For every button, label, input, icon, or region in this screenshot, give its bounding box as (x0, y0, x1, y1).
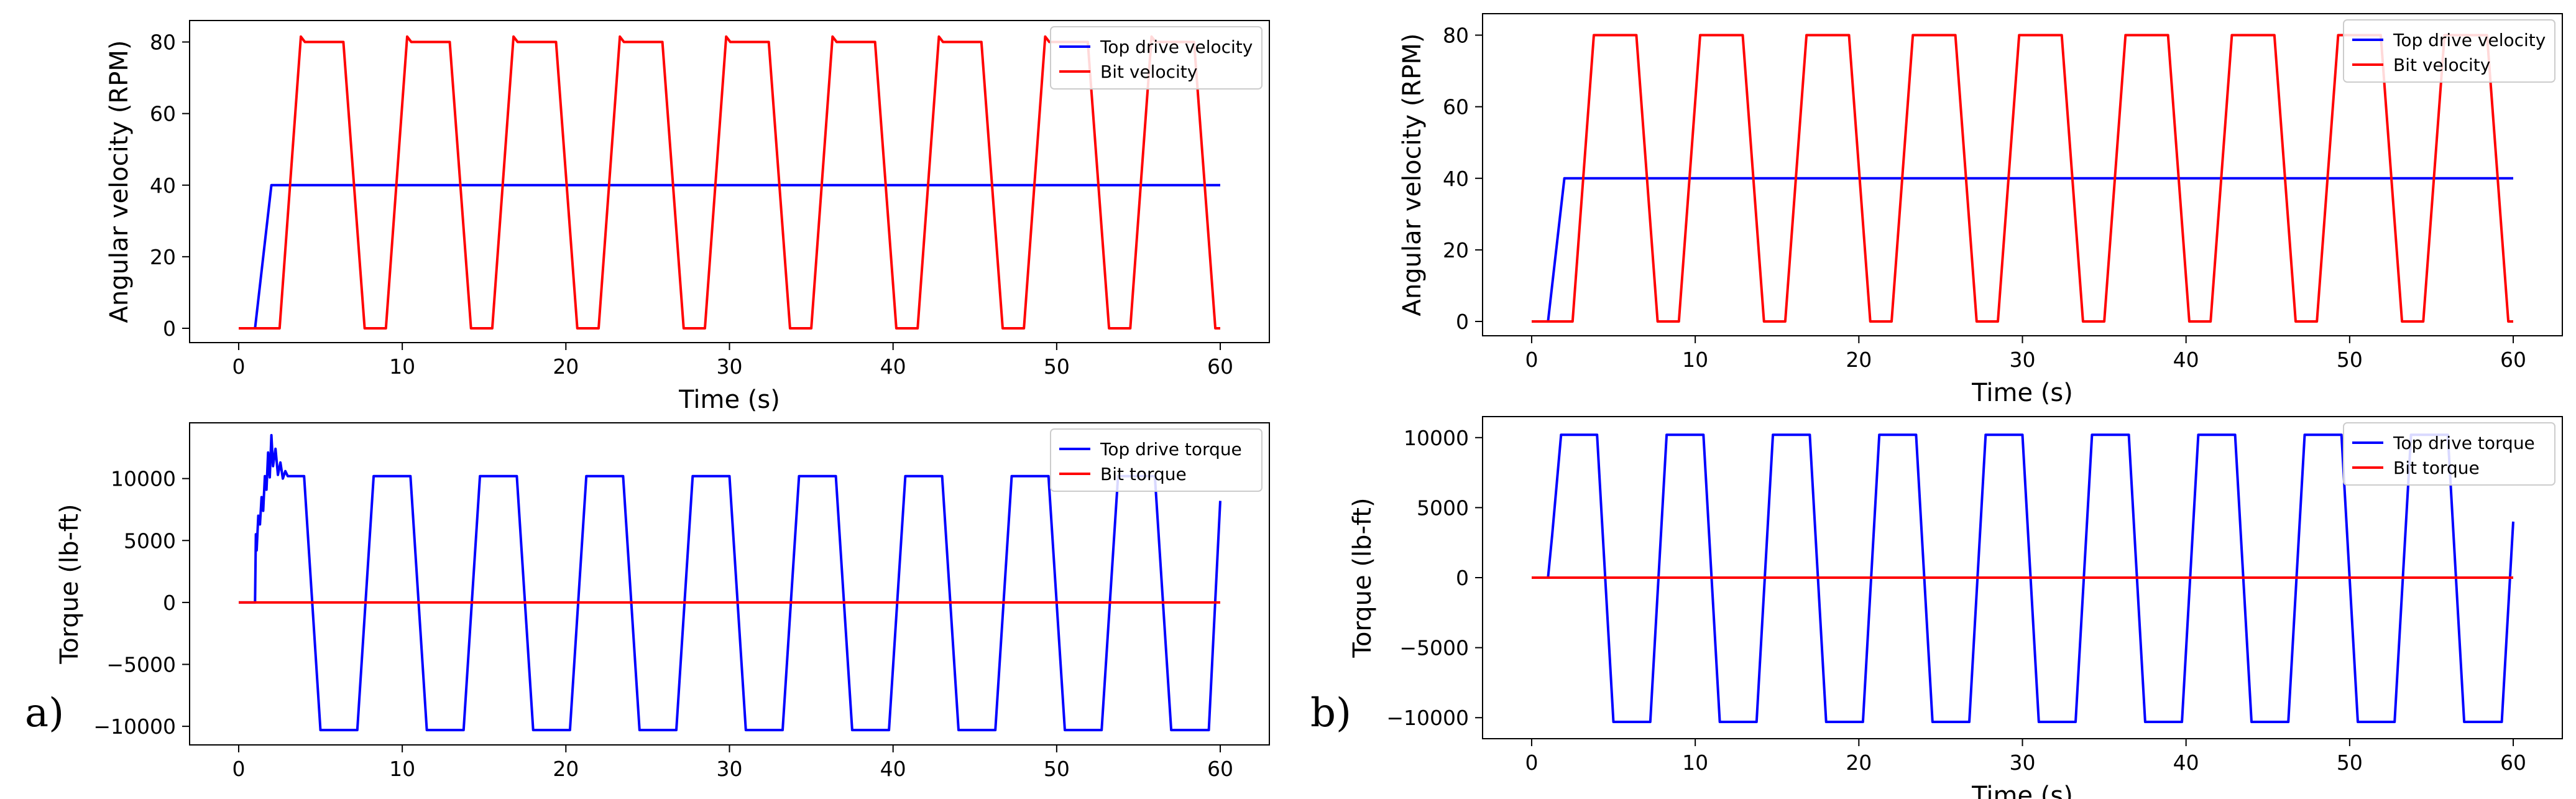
legend-entry: Bit torque (2393, 458, 2480, 478)
x-tick-label: 0 (232, 757, 245, 781)
legend: Top drive torque Bit torque (1050, 428, 1263, 492)
x-tick-label: 20 (1846, 751, 1872, 775)
legend-entry: Top drive torque (1100, 439, 1242, 460)
x-tick-label: 10 (389, 354, 415, 379)
y-tick-label: 0 (1456, 310, 1469, 334)
y-tick-label: −10000 (93, 714, 176, 739)
legend-entry: Top drive velocity (2393, 30, 2546, 50)
legend-entry: Top drive velocity (1100, 37, 1253, 57)
legend: Top drive velocity Bit velocity (2343, 19, 2555, 83)
legend-entry: Bit velocity (1100, 62, 1197, 82)
x-tick-label: 30 (2010, 751, 2036, 775)
chart-a-torque: 0 10 20 30 40 50 60 −10000 −5000 0 5000 10000 Torque… (55, 422, 1270, 781)
x-tick-label: 40 (2173, 348, 2199, 372)
y-tick-label: 40 (150, 173, 176, 198)
series-line-top-drive-velocity (239, 183, 1220, 330)
x-tick-label: 0 (232, 354, 245, 379)
legend-box (1050, 26, 1263, 90)
y-tick-label: 20 (150, 245, 176, 269)
y-tick-label: 5000 (1417, 496, 1469, 520)
chart-b-velocity: 0 10 20 30 40 50 60 0 20 40 60 80 Time (s) Angular ve… (1398, 13, 2563, 407)
y-tick-label: 0 (163, 316, 176, 341)
y-tick-label: 60 (1443, 95, 1469, 119)
x-tick-label: 30 (717, 757, 743, 781)
x-axis-label: Time (s) (1971, 782, 2073, 799)
legend-entry: Top drive torque (2393, 433, 2535, 453)
x-tick-label: 60 (1207, 354, 1233, 379)
y-tick-label: 5000 (124, 529, 176, 553)
x-tick-label: 60 (2500, 751, 2526, 775)
x-tick-label: 60 (2500, 348, 2526, 372)
x-tick-label: 30 (717, 354, 743, 379)
y-tick-label: −5000 (106, 653, 176, 677)
y-axis-label: Torque (lb-ft) (55, 504, 84, 664)
x-tick-label: 40 (880, 757, 906, 781)
y-tick-label: 80 (150, 30, 176, 55)
y-axis-label: Angular velocity (RPM) (105, 40, 134, 323)
x-tick-label: 50 (2337, 751, 2363, 775)
legend: Top drive velocity Bit velocity (1050, 26, 1263, 90)
x-tick-label: 50 (1044, 757, 1070, 781)
y-tick-label: 0 (163, 591, 176, 615)
x-tick-label: 0 (1525, 348, 1538, 372)
legend: Top drive torque Bit torque (2343, 422, 2555, 486)
legend-box (2343, 422, 2555, 486)
panel-label-b: b) (1310, 690, 1351, 736)
x-tick-label: 20 (553, 757, 579, 781)
y-tick-label: 10000 (1404, 426, 1469, 450)
y-tick-label: 0 (1456, 566, 1469, 590)
x-tick-label: 0 (1525, 751, 1538, 775)
x-tick-label: 30 (2010, 348, 2036, 372)
y-axis-label: Angular velocity (RPM) (1398, 34, 1427, 316)
x-tick-label: 60 (1207, 757, 1233, 781)
x-tick-label: 40 (2173, 751, 2199, 775)
series-line-top-drive-velocity (1532, 177, 2513, 323)
y-tick-label: −10000 (1386, 706, 1469, 730)
x-axis-label: Time (s) (678, 386, 780, 414)
y-axis-label: Torque (lb-ft) (1348, 497, 1377, 658)
legend-box (2343, 19, 2555, 83)
legend-box (1050, 428, 1263, 492)
x-tick-label: 20 (553, 354, 579, 379)
y-tick-label: −5000 (1399, 636, 1469, 660)
x-tick-label: 20 (1846, 348, 1872, 372)
x-tick-label: 50 (2337, 348, 2363, 372)
legend-entry: Bit velocity (2393, 55, 2490, 75)
x-axis-label: Time (s) (1971, 379, 2073, 407)
legend-entry: Bit torque (1100, 464, 1187, 484)
x-tick-label: 10 (1682, 348, 1708, 372)
x-tick-label: 40 (880, 354, 906, 379)
series-line-top-drive-torque (239, 433, 1221, 732)
y-tick-label: 80 (1443, 24, 1469, 48)
y-tick-label: 20 (1443, 238, 1469, 262)
y-tick-label: 60 (150, 102, 176, 126)
x-tick-label: 10 (389, 757, 415, 781)
x-tick-label: 50 (1044, 354, 1070, 379)
y-tick-label: 10000 (111, 467, 176, 491)
chart-b-torque: 0 10 20 30 40 50 60 −10000 −5000 0 5000 10000 Time (… (1348, 416, 2563, 799)
y-tick-label: 40 (1443, 167, 1469, 191)
chart-a-velocity: 0 10 20 30 40 50 60 0 20 40 60 80 Time (s) Angular ve… (105, 20, 1270, 414)
x-tick-label: 10 (1682, 751, 1708, 775)
panel-label-a: a) (25, 690, 65, 736)
